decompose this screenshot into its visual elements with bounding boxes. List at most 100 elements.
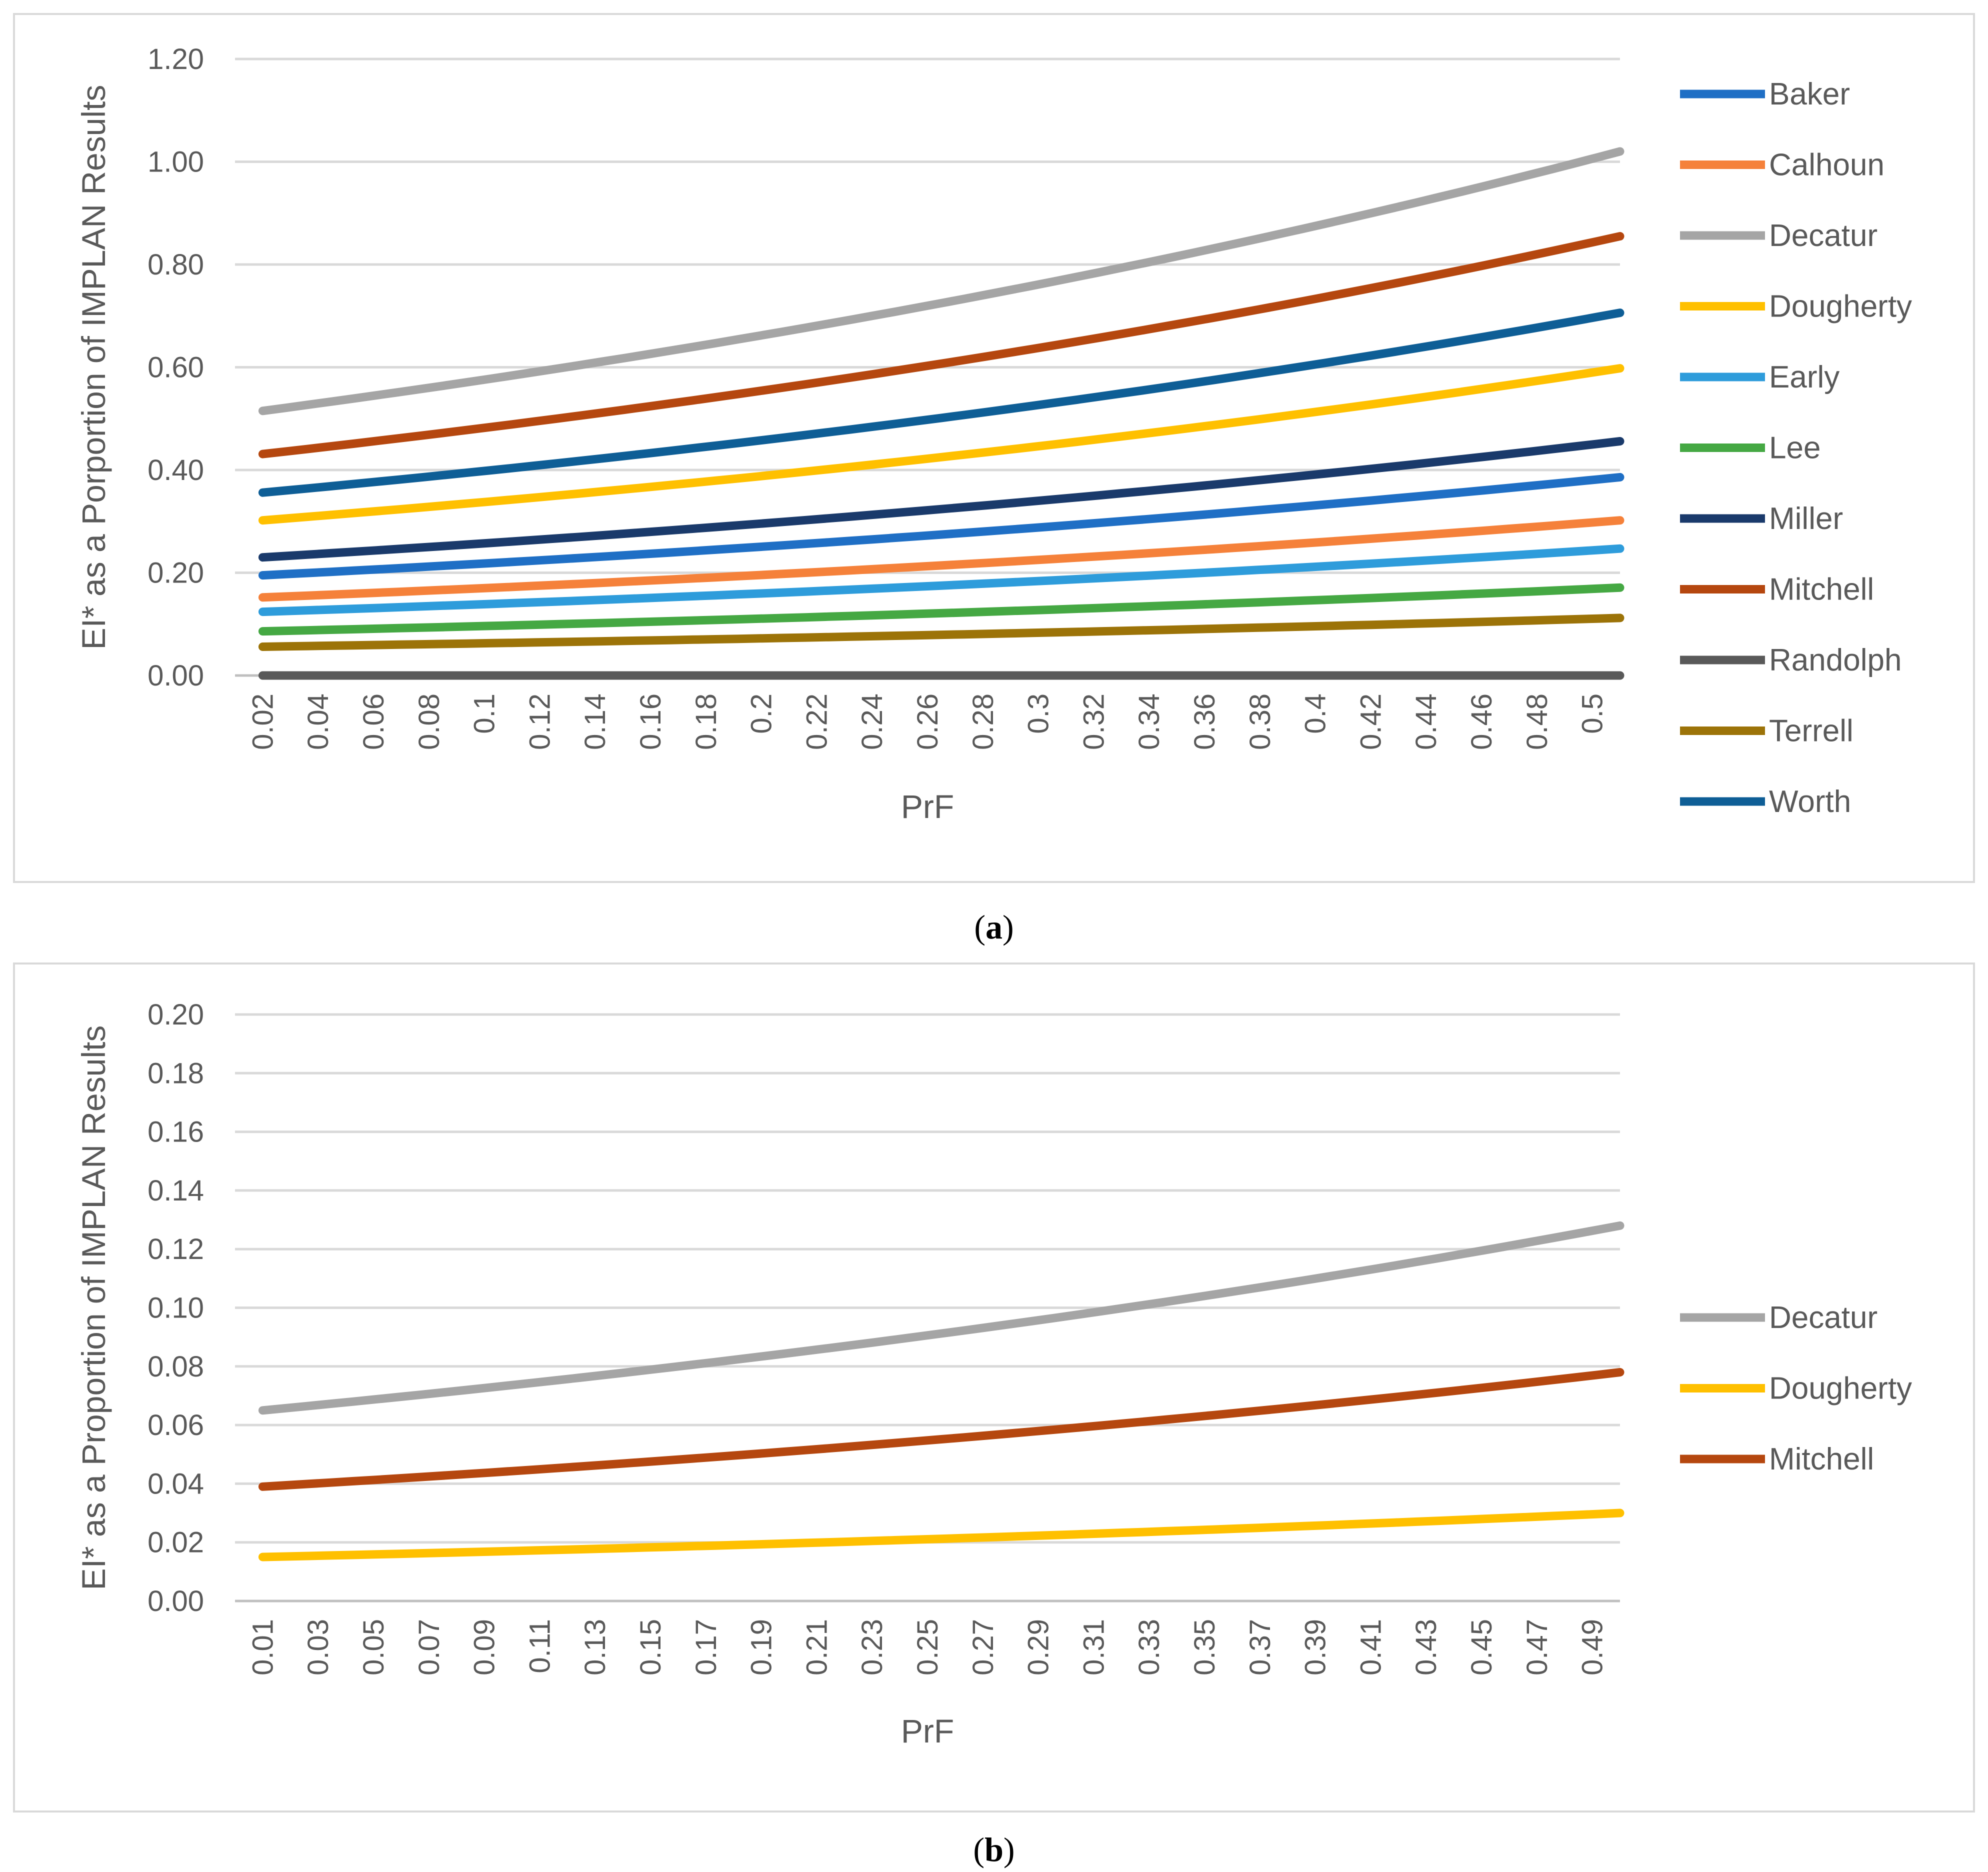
x-tick-label: 0.11 (524, 1619, 556, 1674)
x-tick-label: 0.26 (912, 694, 944, 750)
chart-panel-b: 0.00 0.02 0.04 0.06 0.08 0.10 0.12 0.14 0.16 0.18… (13, 962, 1975, 1812)
series-line-decatur (258, 1221, 1624, 1415)
x-tick-label: 0.17 (690, 1619, 722, 1676)
x-tick-label: 0.39 (1300, 1619, 1332, 1676)
series-line-lee (258, 583, 1624, 636)
legend-label-randolph: Randolph (1769, 643, 1902, 678)
x-tick-label: 0.5 (1576, 694, 1609, 734)
legend-label-early: Early (1769, 360, 1840, 394)
y-tick-label: 0.04 (148, 1468, 204, 1500)
series-line-calhoun (258, 516, 1624, 602)
y-tick-label: 0.14 (148, 1174, 204, 1207)
y-tick-label: 0.80 (148, 248, 204, 281)
x-tick-label: 0.4 (1300, 694, 1332, 734)
series-line-early (258, 544, 1624, 616)
x-tick-label: 0.33 (1133, 1619, 1166, 1676)
x-tick-label: 0.23 (856, 1619, 888, 1676)
legend-label-lee: Lee (1769, 431, 1820, 466)
y-tick-label: 0.20 (148, 557, 204, 590)
x-tick-label: 0.1 (468, 694, 501, 734)
y-tick-label: 0.00 (148, 1585, 204, 1618)
x-tick-label: 0.01 (246, 1619, 279, 1676)
y-tick-label: 0.18 (148, 1057, 204, 1090)
series-line-worth (258, 308, 1624, 497)
x-tick-label: 0.15 (634, 1619, 667, 1676)
series-line-decatur (258, 147, 1624, 416)
series-line-dougherty (258, 364, 1624, 525)
x-tick-label: 0.29 (1022, 1619, 1055, 1676)
chart-panel-a: 0.00 0.20 0.40 0.60 0.80 1.00 1.20 0.02 0.04 0.06… (13, 13, 1975, 883)
legend-label-decatur: Decatur (1769, 218, 1878, 253)
y-tick-label: 1.20 (148, 43, 204, 76)
x-tick-label: 0.42 (1354, 694, 1387, 750)
x-tick-label: 0.2 (746, 694, 778, 734)
caption-a: (a) (974, 908, 1014, 946)
x-tick-label: 0.3 (1022, 694, 1055, 734)
series-line-miller (258, 437, 1624, 562)
caption-a-letter: a (986, 908, 1002, 946)
x-tick-label: 0.18 (690, 694, 722, 750)
x-tick-label: 0.45 (1466, 1619, 1498, 1676)
x-tick-label: 0.05 (358, 1619, 390, 1676)
series-line-dougherty (258, 1508, 1624, 1562)
legend-label-mitchell: Mitchell (1769, 572, 1874, 607)
x-tick-label: 0.49 (1576, 1619, 1609, 1676)
legend-label-worth: Worth (1769, 784, 1851, 819)
x-tick-label: 0.32 (1078, 694, 1110, 750)
y-tick-label: 0.08 (148, 1350, 204, 1383)
x-tick-label: 0.16 (634, 694, 667, 750)
x-tick-label: 0.25 (912, 1619, 944, 1676)
legend-label-decatur: Decatur (1769, 1300, 1878, 1335)
x-tick-label: 0.12 (524, 694, 556, 750)
x-tick-label: 0.28 (967, 694, 1000, 750)
x-tick-label: 0.03 (302, 1619, 334, 1676)
x-tick-label: 0.04 (302, 694, 334, 750)
x-tick-label: 0.13 (579, 1619, 612, 1676)
y-tick-label: 0.12 (148, 1233, 204, 1266)
x-tick-label: 0.47 (1521, 1619, 1554, 1676)
series-line-mitchell (258, 1368, 1624, 1491)
x-tick-label: 0.44 (1410, 694, 1442, 750)
caption-b: (b) (973, 1830, 1015, 1868)
y-tick-label: 0.40 (148, 454, 204, 486)
y-axis-title: EI* as a Proportion of IMPLAN Results (75, 1026, 112, 1590)
x-tick-label: 0.48 (1521, 694, 1554, 750)
x-tick-label: 0.46 (1466, 694, 1498, 750)
legend-label-miller: Miller (1769, 502, 1843, 536)
y-tick-label: 0.02 (148, 1526, 204, 1559)
legend-label-baker: Baker (1769, 77, 1850, 112)
x-tick-label: 0.24 (856, 694, 888, 750)
x-tick-label: 0.36 (1188, 694, 1221, 750)
y-tick-label: 0.10 (148, 1292, 204, 1324)
series-line-terrell (258, 614, 1624, 651)
y-tick-label: 0.60 (148, 352, 204, 384)
x-tick-label: 0.21 (800, 1619, 833, 1676)
x-tick-label: 0.07 (413, 1619, 446, 1676)
y-tick-label: 0.00 (148, 660, 204, 692)
x-tick-label: 0.22 (800, 694, 833, 750)
chart-b-svg: 0.00 0.02 0.04 0.06 0.08 0.10 0.12 0.14 0.16 0.18… (75, 998, 1912, 1750)
legend-label-dougherty: Dougherty (1769, 1372, 1912, 1406)
x-tick-label: 0.19 (746, 1619, 778, 1676)
x-tick-label: 0.08 (413, 694, 446, 750)
x-tick-label: 0.37 (1244, 1619, 1276, 1676)
x-axis-title: PrF (901, 1712, 954, 1750)
chart-a-svg: 0.00 0.20 0.40 0.60 0.80 1.00 1.20 0.02 0.04 0.06… (75, 43, 1912, 825)
x-tick-label: 0.38 (1244, 694, 1276, 750)
legend-label-terrell: Terrell (1769, 714, 1854, 748)
x-tick-label: 0.34 (1133, 694, 1166, 750)
x-tick-label: 0.27 (967, 1619, 1000, 1676)
x-tick-label: 0.43 (1410, 1619, 1442, 1676)
x-axis-title: PrF (901, 788, 954, 825)
y-tick-label: 0.16 (148, 1116, 204, 1148)
y-tick-label: 0.06 (148, 1409, 204, 1442)
legend-label-mitchell: Mitchell (1769, 1442, 1874, 1476)
y-tick-label: 0.20 (148, 998, 204, 1031)
series-line-mitchell (258, 232, 1624, 458)
x-tick-label: 0.35 (1188, 1619, 1221, 1676)
legend-label-dougherty: Dougherty (1769, 290, 1912, 324)
x-tick-label: 0.41 (1354, 1619, 1387, 1676)
x-tick-label: 0.02 (246, 694, 279, 750)
y-axis-title: EI* as a Porportion of IMPLAN Results (75, 85, 112, 650)
x-tick-label: 0.09 (468, 1619, 501, 1676)
